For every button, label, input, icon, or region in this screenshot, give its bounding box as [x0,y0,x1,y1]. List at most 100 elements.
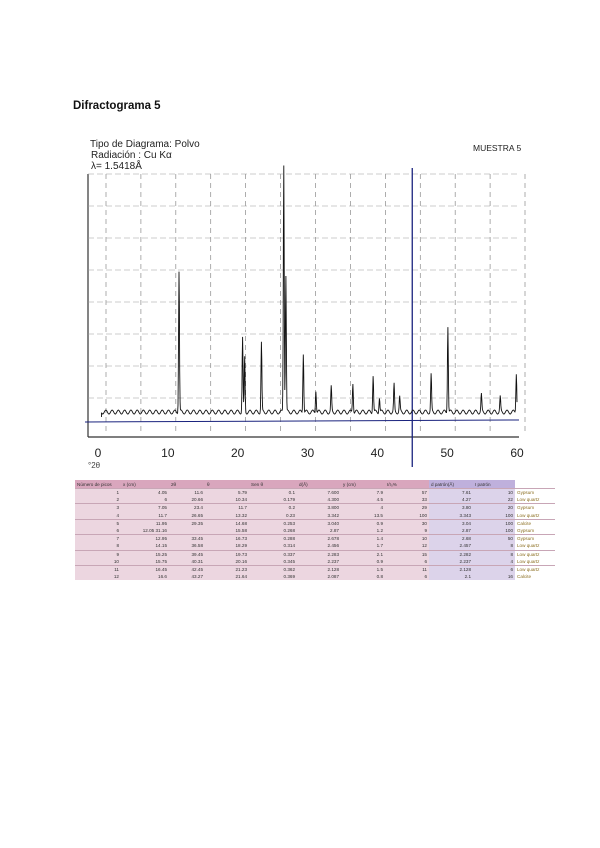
table-cell: 6 [473,564,515,574]
table-cell: 2.283 [297,549,341,558]
table-cell: 0.369 [249,573,297,581]
table-cell: 0.23 [249,511,297,520]
table-cell: 4.05 [121,488,169,497]
table-cell: 0.9 [341,518,385,527]
table-cell: 7 [75,534,121,543]
x-tick-label: 60 [510,446,524,460]
table-cell: 11.7 [205,503,249,512]
table-cell: 0.179 [249,496,297,504]
table-cell: 12 [75,573,121,581]
page-title: Difractograma 5 [73,100,161,112]
radiation-label: Radiación : Cu Kα [91,150,172,161]
mineral-cell: Low quartz [515,496,555,504]
table-cell: 11.6 [169,488,205,497]
table-row: 7 12.95 33.45 16.73 0.288 2.678 1.4 10 2.68 50 Gyp… [75,534,555,543]
table-cell: 2 [75,496,121,504]
table-cell: 26.65 [169,511,205,520]
table-cell: 4.27 [429,496,473,504]
table-cell: 3.80 [429,503,473,512]
table-cell: 0.253 [249,518,297,527]
table-cell: 16.6 [121,573,169,581]
table-cell: 0.2 [249,503,297,512]
table-cell: 15.25 [121,549,169,558]
table-cell: 2.1 [341,549,385,558]
table-cell: 0.288 [249,534,297,543]
table-cell: 8 [473,549,515,558]
table-cell: 0.9 [341,557,385,566]
table-cell: 7.600 [297,488,341,497]
sample-label: MUESTRA 5 [473,143,522,153]
mineral-cell: Low quartz [515,564,555,574]
table-row: 10 15.75 40.31 20.16 0.345 2.237 0.9 6 2.237 4 Low… [75,557,555,566]
table-cell: 16.45 [121,564,169,574]
mineral-cell: Low quartz [515,542,555,550]
table-cell: 0.8 [341,573,385,581]
table-cell: 16 [473,573,515,581]
wavelength-label: λ= 1.5418Å [91,161,142,172]
table-cell: 4.300 [297,496,341,504]
table-cell: 11.95 [121,518,169,527]
table-cell: 16.73 [205,534,249,543]
table-cell: 15 [385,549,429,558]
table-cell: 2.087 [297,573,341,581]
table-cell: 12 [385,542,429,550]
mineral-cell: Low quartz [515,557,555,566]
table-cell: 2.68 [429,534,473,543]
table-cell: 50 [473,534,515,543]
table-cell: 7.61 [429,488,473,497]
table-cell: 19.73 [205,549,249,558]
table-cell: 100 [473,511,515,520]
table-row: 3 7.05 23.4 11.7 0.2 3.800 4 29 3.80 20 Gypsum [75,503,555,512]
chart-plot: 0 10 20 30 40 50 60 °2θ [84,165,526,470]
table-cell: 7.9 [341,488,385,497]
table-cell: 43.27 [169,573,205,581]
table-cell: 4 [341,503,385,512]
table-cell: 4 [473,557,515,566]
table-cell: 5.79 [205,488,249,497]
column-header: y (cm) [341,480,385,489]
table-cell: 9 [75,549,121,558]
table-cell: 12.05 31.16 [121,526,169,535]
table-cell: 20 [473,503,515,512]
table-cell: 3.04 [429,518,473,527]
table-cell: 30 [385,518,429,527]
table-cell: 8 [473,542,515,550]
table-cell: 2.457 [429,542,473,550]
table-cell: 3.343 [429,511,473,520]
mineral-cell: Gypsum [515,488,555,497]
table-cell: 14.68 [205,518,249,527]
table-cell: 6 [385,557,429,566]
table-cell: 2.237 [297,557,341,566]
table-cell: 10 [385,534,429,543]
table-cell: 13.5 [341,511,385,520]
x-tick-label: 40 [371,446,385,460]
table-cell: 3.342 [297,511,341,520]
table-header-row: Número de picos x (cm) 2θ θ Sen θ d(Å) y (cm) I… [75,480,555,489]
table-cell: 2.128 [297,564,341,574]
table-cell: 10.34 [205,496,249,504]
table-cell: 2.456 [297,542,341,550]
mineral-cell: Gypsum [515,503,555,512]
x-tick-label: 20 [231,446,245,460]
mineral-cell: Gypsum [515,526,555,535]
table-cell: 100 [385,511,429,520]
table-cell: 14.15 [121,542,169,550]
table-cell: 10 [473,488,515,497]
table-row: 5 11.95 29.35 14.68 0.253 3.040 0.9 30 3.04 100 Ca… [75,518,555,527]
table-cell: 13.32 [205,511,249,520]
column-header: θ [205,480,249,489]
column-header: Número de picos [75,480,121,489]
table-cell: 1.4 [341,534,385,543]
mineral-cell: Calcite [515,518,555,527]
table-cell: 2.237 [429,557,473,566]
table-cell: 3.040 [297,518,341,527]
table-cell: 1.5 [341,564,385,574]
table-row: 4 11.7 26.65 13.32 0.23 3.342 13.5 100 3.343 100 L… [75,511,555,520]
table-cell: 10 [75,557,121,566]
column-header: d(Å) [297,480,341,489]
table-cell: 11 [75,564,121,574]
diffraction-pattern-line [101,165,518,418]
column-header: x (cm) [121,480,169,489]
table-cell: 100 [473,518,515,527]
